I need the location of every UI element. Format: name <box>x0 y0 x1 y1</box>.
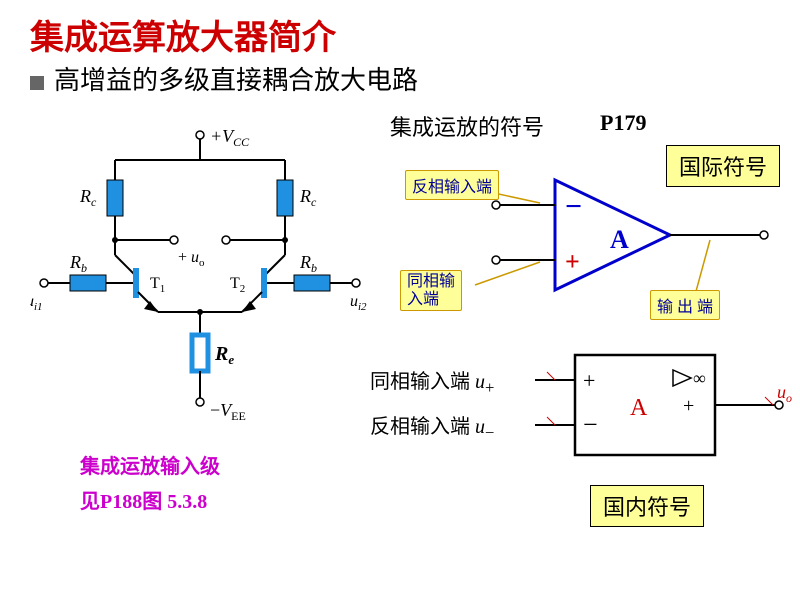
svg-text:T2: T2 <box>230 275 245 295</box>
svg-text:+ uo: + uo <box>178 249 205 269</box>
page-ref: P179 <box>600 110 646 136</box>
nonin-input-callout: 同相输 入端 <box>400 270 462 311</box>
svg-text:A: A <box>610 225 629 254</box>
nonin-cn-label: 同相输入端 u+ <box>370 365 494 398</box>
svg-text:Rb: Rb <box>299 252 317 275</box>
svg-text:Re: Re <box>214 343 234 367</box>
svg-text:uo: uo <box>777 382 792 405</box>
page-subtitle: 高增益的多级直接耦合放大电路 <box>30 60 418 97</box>
svg-text:+: + <box>683 395 694 417</box>
svg-text:A: A <box>630 395 648 421</box>
output-callout: 输 出 端 <box>650 290 720 320</box>
input-stage-label2: 见P188图 5.3.8 <box>80 485 207 514</box>
svg-text:T1: T1 <box>150 275 165 295</box>
page-title: 集成运算放大器简介 <box>30 10 336 59</box>
inv-cn-label: 反相输入端 u− <box>370 410 494 443</box>
svg-text:+VCC: +VCC <box>210 126 250 149</box>
svg-text:ui2: ui2 <box>350 293 367 313</box>
subtitle-text: 高增益的多级直接耦合放大电路 <box>54 66 418 95</box>
bullet-icon <box>30 76 44 90</box>
svg-text:−: − <box>565 190 582 223</box>
svg-text:−: − <box>583 410 598 439</box>
differential-circuit: +VCC Rc Rc + uo T1 Rb ui1 T2 Rb ui2 Re <box>30 120 370 520</box>
svg-text:Rc: Rc <box>79 186 97 209</box>
domestic-symbol-svg: + − A ∞ + uo <box>525 340 800 480</box>
input-stage-label1: 集成运放输入级 <box>80 450 220 479</box>
symbol-title: 集成运放的符号 <box>390 110 544 142</box>
svg-text:+: + <box>583 368 595 393</box>
symbol-panel: 集成运放的符号 P179 国际符号 A − + 反相输入端 同相输 入端 输 出… <box>380 110 790 570</box>
svg-text:Rb: Rb <box>69 252 87 275</box>
svg-text:ui1: ui1 <box>30 293 43 313</box>
svg-text:−VEE: −VEE <box>210 400 246 423</box>
domestic-symbol-label: 国内符号 <box>590 485 704 527</box>
svg-text:Rc: Rc <box>299 186 317 209</box>
inv-input-callout: 反相输入端 <box>405 170 499 200</box>
svg-text:+: + <box>565 247 580 276</box>
svg-text:∞: ∞ <box>693 368 706 388</box>
